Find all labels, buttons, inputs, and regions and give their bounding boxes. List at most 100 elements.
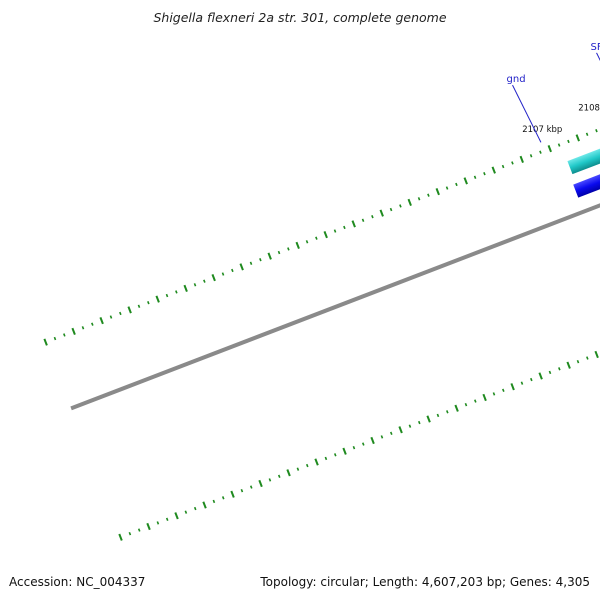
inner-tick xyxy=(305,463,309,468)
outer-tick xyxy=(519,155,524,163)
inner-tick xyxy=(268,478,272,482)
inner-tick xyxy=(118,533,123,541)
inner-tick xyxy=(576,359,580,364)
gene-label: SF2092 xyxy=(591,42,600,53)
outer-tick xyxy=(417,197,421,201)
outer-tick xyxy=(557,143,561,147)
outer-tick xyxy=(259,258,262,262)
inner-tick xyxy=(202,501,207,509)
inner-tick xyxy=(594,350,599,359)
inner-tick xyxy=(156,521,160,525)
inner-tick xyxy=(446,410,449,414)
outer-tick xyxy=(491,166,496,174)
inner-tick xyxy=(314,458,319,466)
inner-tick xyxy=(474,399,477,403)
outer-tick xyxy=(193,283,197,287)
outer-tick xyxy=(43,338,48,346)
outer-tick xyxy=(305,240,309,244)
inner-tick xyxy=(193,506,197,511)
inner-tick xyxy=(586,356,589,360)
inner-tick xyxy=(482,393,487,402)
inner-tick xyxy=(286,469,291,477)
outer-tick xyxy=(539,150,542,154)
outer-tick xyxy=(165,293,169,298)
outer-tick xyxy=(221,272,225,276)
inner-tick xyxy=(510,383,515,391)
outer-tick xyxy=(511,161,514,165)
inner-tick xyxy=(361,442,365,446)
gene-leader-line xyxy=(596,52,600,61)
inner-tick xyxy=(426,415,431,423)
kbp-label: 2108 kbp xyxy=(578,103,600,113)
inner-tick xyxy=(240,488,244,493)
inner-tick xyxy=(174,512,179,520)
genome-backbone xyxy=(70,203,600,411)
outer-tick xyxy=(81,326,85,330)
feature-track xyxy=(567,92,600,175)
inner-tick xyxy=(333,453,337,457)
inner-tick xyxy=(352,445,356,450)
kbp-label: 2107 kbp xyxy=(522,125,562,135)
backbone-line xyxy=(70,203,600,411)
outer-tick xyxy=(379,209,384,217)
outer-tick xyxy=(371,215,374,219)
inner-tick xyxy=(398,426,403,434)
outer-tick xyxy=(99,316,104,325)
inner-tick xyxy=(454,404,459,412)
outer-tick xyxy=(483,171,486,176)
inner-tick xyxy=(249,485,253,489)
outer-tick xyxy=(473,175,477,179)
outer-tick xyxy=(343,225,346,230)
outer-tick xyxy=(389,207,393,212)
inner-tick xyxy=(296,467,300,471)
outer-tick xyxy=(399,204,402,208)
outer-tick xyxy=(119,311,122,316)
inner-tick xyxy=(230,490,235,498)
inner-tick xyxy=(418,420,421,425)
inner-tick xyxy=(538,372,543,380)
outer-tick xyxy=(137,304,141,308)
outer-tick xyxy=(203,279,206,283)
inner-tick xyxy=(436,413,440,418)
outer-tick xyxy=(315,236,318,240)
inner-tick xyxy=(146,522,151,531)
outer-tick-ring xyxy=(43,128,598,346)
outer-tick xyxy=(267,252,272,260)
inner-tick xyxy=(492,392,496,396)
outer-tick xyxy=(547,144,552,153)
outer-tick xyxy=(445,186,449,190)
inner-tick xyxy=(520,381,524,385)
inner-tick xyxy=(324,456,328,461)
inner-tick xyxy=(389,431,393,435)
outer-tick xyxy=(463,177,468,185)
outer-tick xyxy=(63,333,66,337)
outer-tick xyxy=(183,284,188,292)
inner-tick xyxy=(380,435,384,439)
inner-tick xyxy=(221,496,225,500)
outer-tick xyxy=(529,154,533,158)
inner-tick xyxy=(530,377,533,382)
inner-tick xyxy=(464,402,468,407)
inner-tick xyxy=(184,510,188,514)
inner-tick-ring xyxy=(118,350,599,541)
outer-tick xyxy=(287,247,290,251)
map-title: Shigella flexneri 2a str. 301, complete … xyxy=(153,10,447,25)
inner-tick xyxy=(212,499,216,504)
inner-tick xyxy=(165,517,169,522)
outer-tick xyxy=(231,268,234,273)
inner-tick xyxy=(566,361,571,369)
inner-tick xyxy=(128,531,132,536)
outer-tick xyxy=(567,139,570,144)
gene-labels: rfbArfbCrfbErfbFrfbGrfcrfbIrfbJSF2094SF2… xyxy=(507,42,600,143)
inner-tick xyxy=(137,528,141,532)
inner-tick xyxy=(558,367,561,371)
outer-tick xyxy=(239,263,244,271)
outer-tick xyxy=(71,327,76,335)
inner-tick xyxy=(342,447,347,455)
outer-tick xyxy=(295,241,300,249)
outer-tick xyxy=(333,229,337,233)
accession-label: Accession: NC_004337 xyxy=(9,575,146,589)
